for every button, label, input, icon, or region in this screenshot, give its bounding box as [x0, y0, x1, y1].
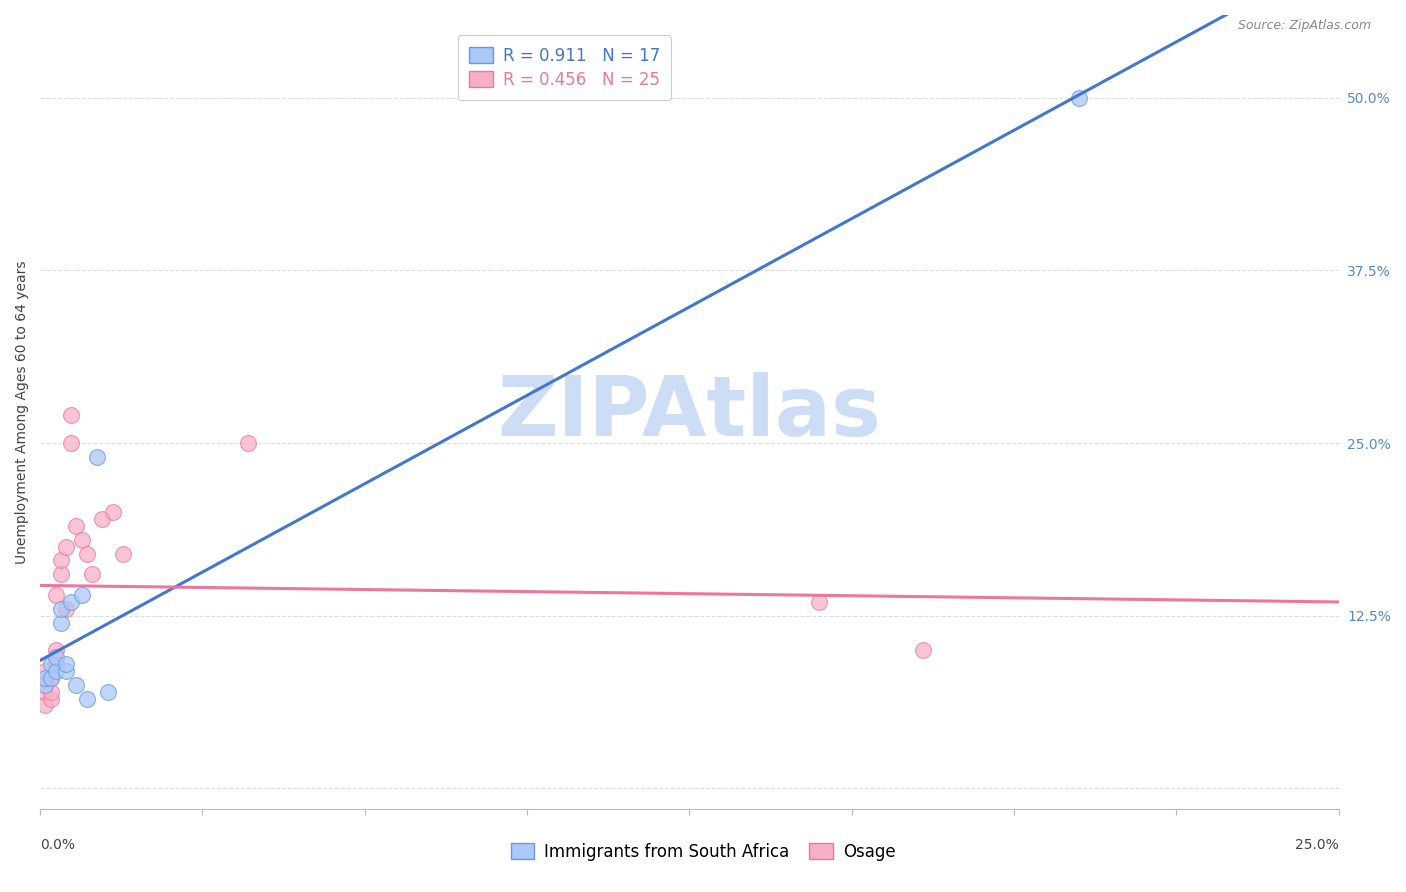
Point [65, 519, 87, 533]
Point [55, 601, 77, 615]
Point [91, 512, 114, 526]
Point [70, 588, 93, 602]
Point [70, 533, 93, 547]
Text: IMMIGRANTS FROM SOUTH AFRICA VS OSAGE UNEMPLOYMENT AMONG AGES 60 TO 64 YEARS COR: IMMIGRANTS FROM SOUTH AFRICA VS OSAGE UN… [41, 0, 976, 1]
Point [49, 601, 72, 615]
Point [1067, 91, 1090, 105]
Point [49, 567, 72, 582]
Point [55, 540, 77, 554]
Point [65, 678, 87, 692]
Point [55, 664, 77, 678]
Point [60, 436, 83, 450]
Point [45, 650, 67, 665]
Point [39, 671, 62, 685]
Point [45, 657, 67, 671]
Point [39, 684, 62, 698]
Point [236, 436, 259, 450]
Point [34, 684, 56, 698]
Point [39, 657, 62, 671]
Point [45, 588, 67, 602]
Point [34, 671, 56, 685]
Text: ZIPAtlas: ZIPAtlas [498, 371, 882, 452]
Point [39, 691, 62, 706]
Point [55, 657, 77, 671]
Point [112, 547, 135, 561]
Text: Source: ZipAtlas.com: Source: ZipAtlas.com [1237, 20, 1371, 32]
Point [39, 671, 62, 685]
Legend: Immigrants from South Africa, Osage: Immigrants from South Africa, Osage [505, 837, 901, 868]
Point [45, 643, 67, 657]
Point [912, 643, 935, 657]
Point [49, 615, 72, 630]
Point [808, 595, 831, 609]
Point [49, 553, 72, 567]
Point [76, 547, 98, 561]
Text: 0.0%: 0.0% [41, 838, 75, 852]
Point [34, 664, 56, 678]
Y-axis label: Unemployment Among Ages 60 to 64 years: Unemployment Among Ages 60 to 64 years [15, 260, 30, 564]
Point [34, 678, 56, 692]
Point [45, 664, 67, 678]
Point [80, 567, 103, 582]
Legend: R = 0.911   N = 17, R = 0.456   N = 25: R = 0.911 N = 17, R = 0.456 N = 25 [457, 36, 672, 101]
Point [60, 595, 83, 609]
Point [60, 409, 83, 423]
Point [101, 505, 124, 519]
Point [34, 698, 56, 713]
Text: 25.0%: 25.0% [1295, 838, 1339, 852]
Point [86, 450, 108, 464]
Point [97, 684, 120, 698]
Point [76, 691, 98, 706]
